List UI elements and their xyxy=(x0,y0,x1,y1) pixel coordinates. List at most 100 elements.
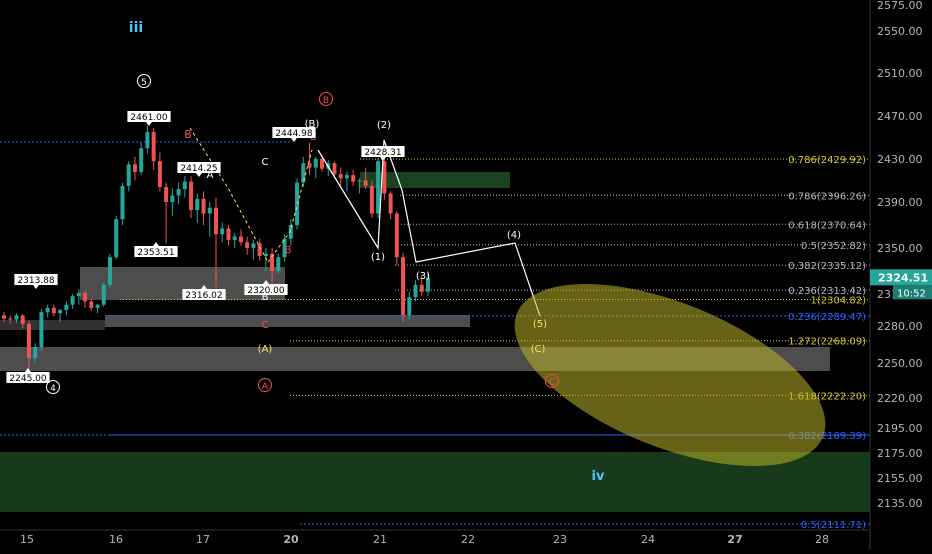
fib-label: 0.236(2289.47) xyxy=(788,312,866,323)
candle-body xyxy=(351,175,356,182)
candle-body xyxy=(64,304,69,310)
wave-paths-layer xyxy=(189,127,541,317)
fib-label: 0.382(2189.39) xyxy=(788,431,866,442)
wave-label: C xyxy=(262,320,269,331)
candle-body xyxy=(357,180,362,182)
price-tag-label: 2461.00 xyxy=(130,113,167,123)
candle-body xyxy=(51,307,56,314)
wave-label: (C) xyxy=(531,344,546,355)
wave-label: B xyxy=(184,128,192,141)
candle-body xyxy=(76,292,81,297)
price-tag-label: 2444.98 xyxy=(275,129,312,139)
y-tick-label: 2550.00 xyxy=(877,25,923,38)
candle-body xyxy=(282,238,287,258)
wave-dashed-path xyxy=(267,149,313,263)
y-tick-label: 2135.00 xyxy=(877,497,923,510)
fib-label: 0.236(2313.42) xyxy=(788,286,866,297)
candle-body xyxy=(132,164,137,172)
price-tag-bg xyxy=(127,111,171,122)
y-tick-label: 2175.00 xyxy=(877,447,923,460)
candle-body xyxy=(407,297,412,316)
x-tick-label: 28 xyxy=(815,533,829,546)
candle-body xyxy=(257,243,262,257)
candle-body xyxy=(14,315,19,320)
price-tag: 2316.02 xyxy=(182,285,226,301)
candle-body xyxy=(95,304,100,308)
candle-body xyxy=(288,225,293,239)
wave-label: C xyxy=(549,378,555,388)
candle-body xyxy=(139,148,144,172)
y-tick-label: 2280.00 xyxy=(877,320,923,333)
fib-label: 0.786(2396.26) xyxy=(788,191,866,202)
price-tag-pointer xyxy=(201,285,207,289)
x-tick-label: 22 xyxy=(461,533,475,546)
wave-label: C xyxy=(262,157,269,168)
y-tick-label: 2250.00 xyxy=(877,357,923,370)
candle-body xyxy=(426,277,430,292)
wave-label: (2) xyxy=(377,120,391,131)
x-tick-label: 20 xyxy=(283,533,299,546)
price-tag-pointer xyxy=(196,173,202,177)
candle-body xyxy=(313,159,318,168)
candle-body xyxy=(151,132,156,162)
target-ellipse xyxy=(514,284,826,466)
wave-label: iv xyxy=(592,469,605,484)
candle-body xyxy=(238,236,243,243)
candles-layer xyxy=(2,125,430,369)
price-tag-bg xyxy=(361,146,405,157)
x-tick-label: 15 xyxy=(20,533,34,546)
y-tick-label: 2155.00 xyxy=(877,472,923,485)
candle-body xyxy=(8,318,13,320)
y-tick-label: 2195.00 xyxy=(877,422,923,435)
candle-body xyxy=(195,198,200,211)
wave-label: (3) xyxy=(416,271,430,282)
candle-body xyxy=(101,284,106,305)
candle-body xyxy=(338,174,343,179)
price-tag-bg xyxy=(182,289,226,300)
candle-body xyxy=(145,132,150,149)
price-tag-pointer xyxy=(153,242,159,246)
wave-label: (1) xyxy=(371,252,385,263)
fib-label: 0.382(2335.12) xyxy=(788,261,866,272)
candle-body xyxy=(220,228,225,235)
wave-label: B xyxy=(323,96,329,106)
candle-body xyxy=(307,163,312,168)
wave-labels-layer: iii5BACBBC(B)CB(2)(1)(3)(4)(5)(C)(A)AC4i… xyxy=(46,20,605,484)
price-tags-layer: 2461.00 2414.25 2444.98 2428.31 2353.51 2313.… xyxy=(6,111,405,384)
countdown-label: 10:52 xyxy=(897,288,926,299)
price-tag-pointer xyxy=(146,122,152,126)
price-tag: 2313.88 xyxy=(14,274,58,289)
candle-body xyxy=(376,161,381,214)
wave-label: (A) xyxy=(258,344,273,355)
candle-body xyxy=(226,228,231,240)
fib-label: 0.5(2111.71) xyxy=(801,520,866,531)
wave-label: (4) xyxy=(507,230,521,241)
price-tag-pointer xyxy=(25,368,31,372)
price-tag: 2320.00 xyxy=(244,280,288,296)
candle-body xyxy=(363,180,368,186)
candle-body xyxy=(401,257,406,316)
candle-body xyxy=(120,185,125,220)
price-tag: 2245.00 xyxy=(6,368,50,384)
candle-body xyxy=(214,207,218,235)
price-tag-label: 2313.88 xyxy=(17,276,54,286)
candle-body xyxy=(413,284,418,298)
y-tick-label: 2430.00 xyxy=(877,153,923,166)
candle-body xyxy=(182,181,187,190)
candle-body xyxy=(207,207,212,214)
candle-body xyxy=(20,315,25,324)
candle-body xyxy=(369,185,374,214)
candle-body xyxy=(263,253,268,257)
candle-body xyxy=(108,257,112,285)
price-tag-bg xyxy=(6,372,50,383)
candle-body xyxy=(301,163,306,183)
candle-body xyxy=(70,296,75,305)
price-tag: 2353.51 xyxy=(134,242,178,258)
wave-label-circle xyxy=(46,380,60,394)
wave-projection-path xyxy=(317,139,541,317)
candle-body xyxy=(157,161,162,187)
price-tag-bg xyxy=(14,274,58,285)
x-tick-label: 24 xyxy=(641,533,655,546)
